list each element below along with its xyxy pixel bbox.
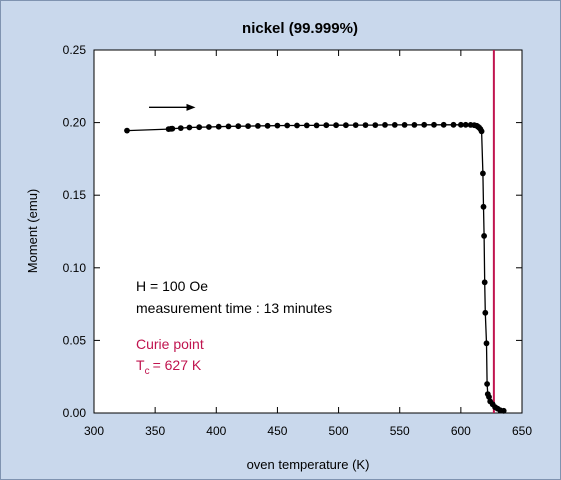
data-point	[264, 122, 271, 129]
data-point	[462, 121, 469, 128]
arrow-head-icon	[186, 103, 196, 111]
data-point	[245, 123, 252, 129]
y-tick-label: 0.25	[63, 43, 87, 57]
data-point	[483, 340, 490, 347]
field-annotation: H = 100 Oe	[136, 278, 208, 294]
data-point	[500, 407, 507, 414]
data-point	[481, 279, 488, 286]
data-point	[411, 122, 418, 128]
x-tick-label: 500	[329, 424, 349, 438]
x-tick-label: 350	[145, 424, 165, 438]
x-tick-label: 650	[512, 424, 532, 438]
tc-symbol: T	[136, 357, 145, 373]
data-point	[313, 122, 320, 129]
direction-arrow	[149, 103, 196, 111]
data-point	[323, 122, 330, 129]
data-point	[215, 123, 222, 130]
tc-value: = 627 K	[153, 357, 202, 373]
data-point	[284, 122, 291, 129]
data-point	[480, 203, 487, 210]
data-point	[255, 123, 261, 129]
data-point	[352, 122, 359, 128]
data-point	[481, 233, 487, 239]
data-point	[440, 121, 447, 128]
data-point	[333, 122, 339, 129]
x-tick-label: 400	[206, 424, 226, 438]
data-point	[343, 122, 349, 129]
data-point	[362, 122, 369, 128]
tc-subscript: c	[145, 366, 150, 377]
data-point	[382, 122, 388, 128]
data-point	[480, 170, 486, 177]
data-point	[478, 128, 485, 135]
data-point	[421, 121, 428, 128]
data-points	[124, 121, 507, 414]
data-point	[235, 123, 242, 130]
x-tick-label: 550	[390, 424, 410, 438]
data-point	[482, 309, 489, 316]
data-point	[303, 122, 310, 129]
data-point	[486, 394, 492, 400]
curie-temperature-label: Tc = 627 K	[136, 357, 202, 377]
data-point	[274, 122, 281, 129]
data-point	[450, 121, 457, 128]
curie-point-label: Curie point	[136, 336, 204, 352]
data-point	[294, 122, 300, 129]
chart-title: nickel (99.999%)	[242, 20, 358, 37]
y-tick-label: 0.20	[63, 116, 87, 130]
x-tick-label: 450	[267, 424, 287, 438]
y-tick-label: 0.05	[63, 333, 87, 347]
data-point	[206, 124, 212, 130]
data-point	[484, 381, 490, 387]
data-point	[391, 122, 398, 128]
x-axis-label: oven temperature (K)	[247, 457, 370, 472]
data-point	[124, 127, 130, 134]
data-point	[431, 121, 437, 128]
data-point	[196, 124, 203, 131]
data-point	[458, 121, 464, 128]
y-tick-label: 0.00	[63, 406, 87, 420]
data-point	[186, 124, 193, 131]
data-point	[169, 125, 176, 132]
plot-area	[93, 49, 523, 414]
y-tick-label: 0.15	[63, 188, 87, 202]
data-point	[401, 122, 408, 128]
data-point	[372, 122, 379, 128]
axis-ticks: 300 350 400 450 500 550 600 650 0.00 0.05 0.10 0.15…	[63, 43, 533, 438]
measurement-time-annotation: measurement time : 13 minutes	[136, 300, 332, 316]
data-point	[225, 123, 232, 130]
x-tick-label: 600	[451, 424, 471, 438]
y-tick-label: 0.10	[63, 261, 87, 275]
y-axis-label: Moment (emu)	[25, 189, 40, 274]
data-point	[177, 125, 184, 131]
x-tick-label: 300	[84, 424, 104, 438]
